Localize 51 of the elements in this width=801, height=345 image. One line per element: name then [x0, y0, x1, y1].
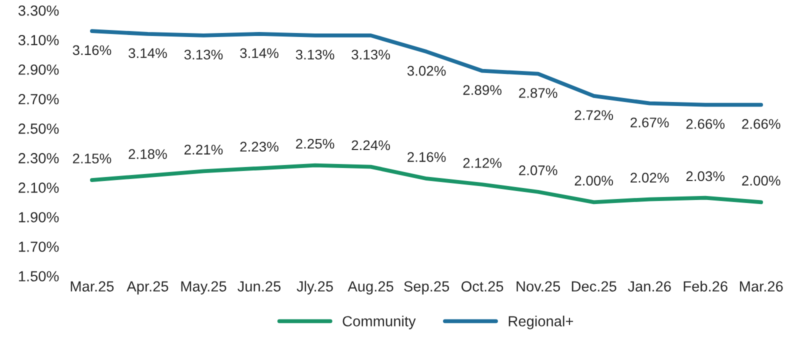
- y-tick-label: 3.30%: [18, 5, 59, 16]
- data-label: 2.89%: [463, 85, 502, 95]
- data-label: 3.13%: [184, 50, 223, 60]
- y-tick-label: 2.50%: [18, 124, 59, 134]
- data-label: 2.16%: [408, 152, 446, 162]
- y-tick-label: 2.30%: [18, 153, 59, 164]
- x-tick-label: Aug.25: [348, 281, 394, 294]
- data-label: 2.03%: [686, 171, 725, 182]
- data-label: 2.18%: [128, 149, 167, 160]
- y-tick-label: 1.50%: [18, 271, 59, 282]
- data-label: 2.12%: [463, 158, 502, 168]
- data-label: 2.00%: [574, 176, 614, 186]
- y-tick-label: 2.90%: [18, 64, 59, 75]
- x-tick-label: Feb.26: [684, 280, 728, 292]
- data-label: 2.21%: [184, 144, 223, 155]
- x-tick-label: Oct.25: [462, 281, 504, 292]
- data-label: 2.23%: [240, 142, 278, 152]
- legend-label: Community: [342, 316, 416, 330]
- y-tick-label: 3.10%: [18, 34, 59, 46]
- data-label: 2.15%: [72, 154, 112, 164]
- data-label: 2.02%: [630, 172, 669, 183]
- data-label: 2.00%: [742, 176, 780, 186]
- x-tick-label: Apr.25: [126, 281, 168, 294]
- data-label: 3.13%: [296, 50, 334, 60]
- data-label: 3.02%: [407, 66, 446, 76]
- x-tick-label: Mar.25: [70, 281, 114, 292]
- data-label: 3.16%: [72, 45, 112, 56]
- y-tick-label: 1.90%: [18, 212, 59, 222]
- x-tick-label: Mar.26: [740, 281, 783, 292]
- y-tick-label: 1.70%: [18, 242, 59, 252]
- data-label: 2.67%: [630, 118, 669, 128]
- data-label: 2.66%: [742, 119, 780, 129]
- x-tick-label: Jun.25: [238, 281, 281, 292]
- data-label: 2.87%: [519, 88, 558, 98]
- data-label: 2.66%: [686, 119, 725, 129]
- y-tick-label: 2.10%: [18, 182, 59, 193]
- x-tick-label: Dec.25: [572, 281, 616, 292]
- x-tick-label: Nov.25: [516, 281, 560, 292]
- data-label: 2.07%: [519, 165, 558, 176]
- data-label: 2.25%: [296, 138, 334, 149]
- x-tick-label: Sep.25: [404, 281, 450, 294]
- data-label: 3.13%: [352, 50, 390, 60]
- data-label: 2.72%: [574, 110, 614, 120]
- y-tick-label: 2.70%: [18, 94, 59, 104]
- x-tick-label: Jan.26: [628, 281, 671, 292]
- x-tick-label: May.25: [181, 281, 226, 294]
- x-tick-label: Jly.25: [296, 280, 333, 294]
- legend-label: Regional+: [508, 316, 574, 330]
- data-label: 2.24%: [352, 140, 390, 150]
- data-label: 3.14%: [128, 48, 167, 58]
- data-label: 3.14%: [240, 48, 278, 58]
